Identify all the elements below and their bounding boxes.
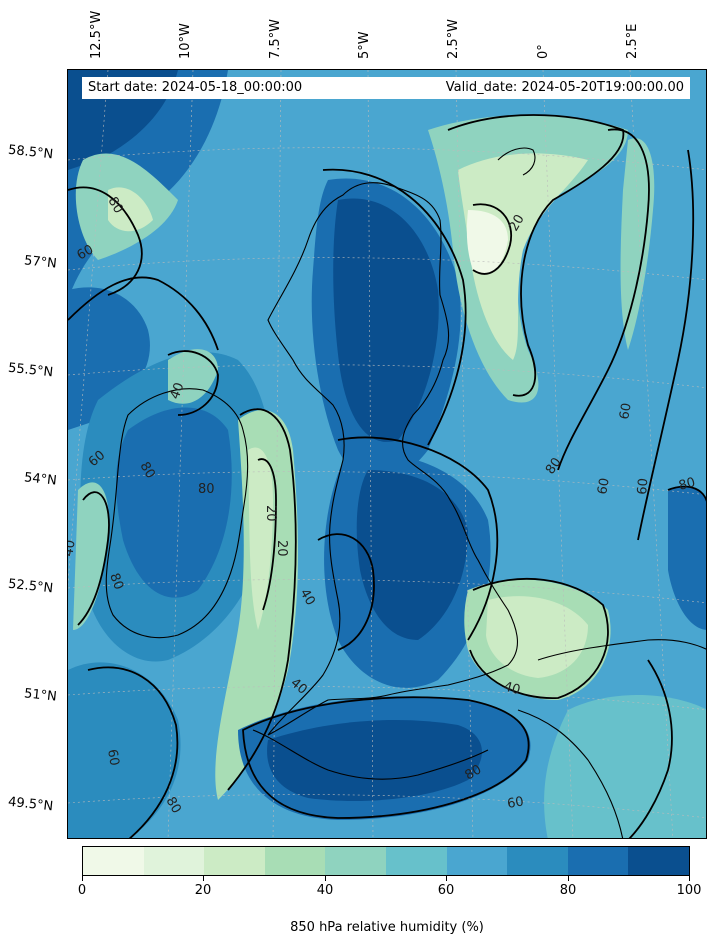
colorbar-segment [83, 847, 144, 875]
contour-label: 20 [263, 505, 278, 522]
field-region-north-sea-driest [466, 210, 508, 274]
lon-label: 7.5°W [268, 18, 283, 59]
contour-line [628, 659, 673, 838]
contour-label: 60 [506, 794, 525, 812]
field-region-scotland-core [333, 198, 439, 442]
lon-label: 0° [536, 44, 551, 59]
contour-line [68, 186, 143, 296]
colorbar-tick-label: 40 [316, 883, 334, 898]
field-region-south-core [267, 720, 482, 801]
field-region-east [668, 486, 706, 630]
colorbar-tick-label: 0 [77, 883, 87, 898]
map-panel: 20 20 20 40 40 40 40 40 60 60 60 60 60 6… [67, 69, 707, 839]
field-region-ireland-core [116, 407, 232, 598]
field-region-irish-sea-dry [248, 447, 273, 630]
field-region-england-core [356, 470, 468, 640]
colorbar-segment [385, 847, 447, 875]
colorbar-tick-label: 20 [194, 883, 212, 898]
contour-label: 80 [105, 195, 126, 217]
contour-line [167, 350, 219, 416]
colorbar-tick-label: 100 [676, 883, 702, 898]
contour-line [667, 485, 706, 503]
contour-line [337, 436, 499, 641]
contour-label: 80 [677, 475, 697, 494]
contour-line [469, 577, 609, 699]
colorbar-segment [446, 847, 508, 875]
contour-label: 20 [274, 540, 289, 557]
colorbar-tick-label: 80 [559, 883, 577, 898]
contour-line [227, 408, 297, 791]
contour-line [447, 114, 625, 397]
humidity-map: 20 20 20 40 40 40 40 40 60 60 60 60 60 6… [68, 70, 706, 838]
colorbar-segment [143, 847, 205, 875]
field-region-se [544, 695, 706, 838]
lat-label: 51°N [23, 686, 58, 705]
contour-label: 60 [635, 478, 651, 496]
colorbar-tick [568, 876, 569, 881]
colorbar-tick [689, 876, 690, 881]
colorbar-segment [507, 847, 568, 875]
contour-label: 80 [137, 460, 158, 482]
contour-label: 80 [463, 762, 485, 783]
field-region-sw [68, 662, 181, 838]
field-region-w-moist [73, 482, 109, 630]
colorbar-tick [325, 876, 326, 881]
lon-label: 10°W [178, 23, 193, 59]
contour-label: 60 [617, 402, 635, 421]
colorbar-tick [203, 876, 204, 881]
contour-line [68, 276, 219, 351]
lat-label: 49.5°N [7, 794, 54, 815]
lat-label: 57°N [23, 253, 58, 272]
contour-label: 20 [506, 212, 527, 234]
colorbar-segment [204, 847, 265, 875]
lat-label: 54°N [23, 470, 58, 489]
contour-line [637, 149, 695, 541]
contour-label: 60 [75, 242, 97, 263]
start-date: Start date: 2024-05-18_00:00:00 [88, 80, 303, 95]
field-region-nw-dry [108, 187, 153, 232]
colorbar [82, 846, 690, 876]
contours [68, 114, 706, 838]
contour-label: 60 [595, 477, 613, 496]
colorbar-tick [446, 876, 447, 881]
contour-label: 40 [502, 679, 522, 698]
colorbar-title: 850 hPa relative humidity (%) [290, 920, 484, 935]
field-region-w [68, 287, 150, 430]
contour-line [472, 203, 513, 275]
contour-line [322, 168, 467, 446]
field-region-ne-strip [620, 138, 655, 350]
contour-line [317, 533, 375, 651]
lon-label: 5°W [357, 31, 372, 59]
contour-label: 80 [163, 795, 184, 817]
coastlines [105, 147, 706, 838]
colorbar-tick-label: 60 [437, 883, 455, 898]
contour-line [77, 491, 110, 626]
contour-label: 60 [104, 748, 122, 767]
field-region-ireland-n [168, 349, 218, 404]
colorbar-segment [325, 847, 386, 875]
lon-label: 2.5°W [446, 18, 461, 59]
lon-label: 12.5°W [89, 10, 104, 59]
lat-label: 55.5°N [7, 360, 54, 381]
contour-label: 40 [168, 381, 188, 402]
contour-label: 80 [198, 482, 215, 497]
contour-label: 80 [106, 571, 126, 592]
valid-date: Valid_date: 2024-05-20T19:00:00.00 [445, 80, 684, 95]
colorbar-tick [82, 876, 83, 881]
lon-label: 2.5°E [625, 23, 640, 59]
contour-line [242, 696, 530, 819]
lat-label: 58.5°N [7, 142, 54, 163]
colorbar-segment [264, 847, 326, 875]
date-info-box: Start date: 2024-05-18_00:00:00 Valid_da… [82, 77, 690, 99]
contour-line [557, 128, 650, 471]
colorbar-segment [628, 847, 689, 875]
contour-label: 40 [68, 539, 79, 558]
contour-line [257, 458, 277, 611]
contour-line [87, 666, 179, 838]
lat-label: 52.5°N [7, 576, 54, 597]
colorbar-segment [567, 847, 629, 875]
contour-label: 40 [297, 587, 318, 609]
